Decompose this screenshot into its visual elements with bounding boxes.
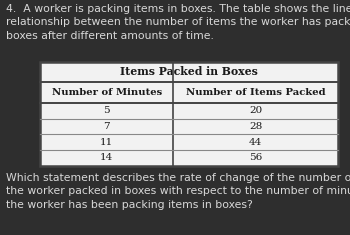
Text: Which statement describes the rate of change of the number of items
the worker p: Which statement describes the rate of ch… [6, 173, 350, 210]
Text: 11: 11 [100, 138, 113, 147]
Text: 20: 20 [249, 106, 262, 115]
Text: 4.  A worker is packing items in boxes. The table shows the linear
relationship : 4. A worker is packing items in boxes. T… [6, 4, 350, 41]
Text: Number of Minutes: Number of Minutes [52, 88, 162, 97]
Text: 44: 44 [249, 138, 262, 147]
Text: Items Packed in Boxes: Items Packed in Boxes [120, 67, 258, 77]
Text: 7: 7 [104, 122, 110, 131]
Text: 5: 5 [104, 106, 110, 115]
Text: 56: 56 [249, 153, 262, 162]
Text: Number of Items Packed: Number of Items Packed [186, 88, 325, 97]
Text: 14: 14 [100, 153, 113, 162]
Text: 28: 28 [249, 122, 262, 131]
